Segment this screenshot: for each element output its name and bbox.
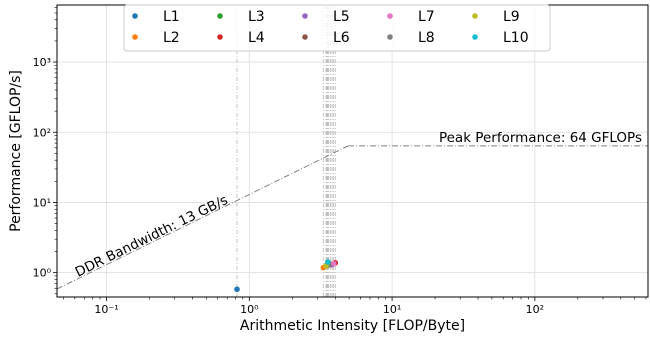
y-axis-title: Performance [GFLOP/s]: [8, 70, 24, 232]
bandwidth-label: DDR Bandwidth: 13 GB/s: [73, 192, 231, 280]
x-tick-label: 10²: [526, 303, 544, 316]
legend-label: L10: [503, 30, 529, 46]
x-tick-label: 10¹: [383, 303, 401, 316]
peak-performance-label: Peak Performance: 64 GFLOPs: [439, 130, 642, 146]
legend-label: L4: [248, 30, 265, 46]
grid-lines: [57, 5, 648, 297]
legend-marker: [132, 34, 138, 40]
legend-label: L8: [418, 30, 435, 46]
legend-marker: [302, 34, 308, 40]
legend-marker: [472, 13, 478, 19]
legend-marker: [387, 13, 393, 19]
y-tick-label: 10¹: [33, 196, 51, 209]
legend-marker: [132, 13, 138, 19]
legend-label: L5: [333, 9, 350, 25]
data-point-l1: [234, 286, 240, 293]
legend-box: [123, 4, 551, 52]
data-point-l10: [325, 259, 331, 265]
legend-label: L2: [163, 30, 180, 46]
legend-marker: [472, 34, 478, 40]
memory-bound-line: [56, 145, 349, 290]
intensity-guide-lines: [236, 5, 336, 297]
legend-label: L7: [418, 9, 435, 25]
legend: L1 L2 L3 L4 L5 L6 L7 L8 L9 L10: [123, 4, 551, 52]
x-tick-label: 10⁰: [240, 303, 259, 316]
roofline: [56, 145, 648, 290]
x-axis-title: Arithmetic Intensity [FLOP/Byte]: [240, 318, 465, 334]
data-points: [234, 259, 339, 293]
legend-label: L3: [248, 9, 265, 25]
legend-marker: [217, 13, 223, 19]
y-tick-label: 10³: [33, 56, 51, 69]
y-tick-label: 10⁰: [33, 267, 52, 280]
legend-label: L1: [163, 9, 180, 25]
legend-label: L6: [333, 30, 350, 46]
x-tick-label: 10⁻¹: [94, 303, 118, 316]
legend-marker: [217, 34, 223, 40]
legend-marker: [302, 13, 308, 19]
axis-ticks: 10⁻¹ 10⁰ 10¹ 10² 10⁰ 10¹ 10² 10³: [33, 7, 647, 316]
legend-label: L9: [503, 9, 520, 25]
data-point-l7: [330, 260, 337, 267]
legend-marker: [387, 34, 393, 40]
y-tick-label: 10²: [33, 126, 51, 139]
